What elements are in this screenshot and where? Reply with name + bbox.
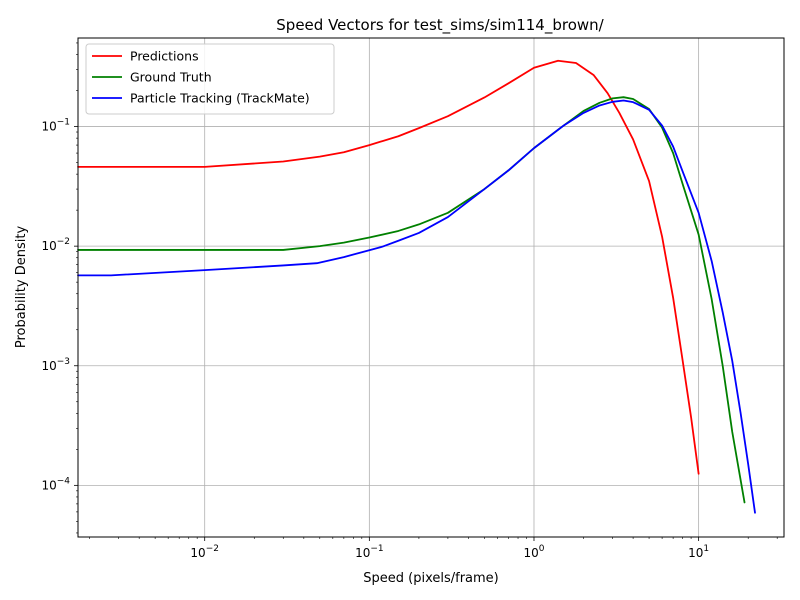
legend: Predictions Ground Truth Particle Tracki… <box>85 43 335 115</box>
chart-title: Speed Vectors for test_sims/sim114_brown… <box>276 16 604 35</box>
series-line-ground-truth <box>77 96 746 504</box>
axis-ticks: 10−2 10−1 100 101 10−4 10−3 10−2 10−1 <box>41 42 778 560</box>
legend-label-particle-tracking: Particle Tracking (TrackMate) <box>130 91 310 106</box>
series-line-predictions <box>77 59 700 475</box>
legend-label-ground-truth: Ground Truth <box>130 70 212 85</box>
x-tick-label: 101 <box>688 544 709 560</box>
grid <box>78 38 784 537</box>
legend-box <box>85 43 335 115</box>
y-tick-label: 10−4 <box>41 476 70 492</box>
x-tick-label: 100 <box>523 544 544 560</box>
y-tick-label: 10−2 <box>41 237 70 253</box>
y-tick-label: 10−1 <box>41 118 70 134</box>
x-tick-label: 10−2 <box>190 544 219 560</box>
plot-frame <box>77 37 785 538</box>
x-axis-label: Speed (pixels/frame) <box>363 571 499 586</box>
series-lines <box>77 59 756 514</box>
x-tick-label: 10−1 <box>355 544 384 560</box>
legend-label-predictions: Predictions <box>130 49 199 64</box>
y-tick-label: 10−3 <box>41 357 70 373</box>
y-axis-label: Probability Density <box>14 226 29 349</box>
series-line-particle-tracking-trackmate <box>77 99 756 514</box>
